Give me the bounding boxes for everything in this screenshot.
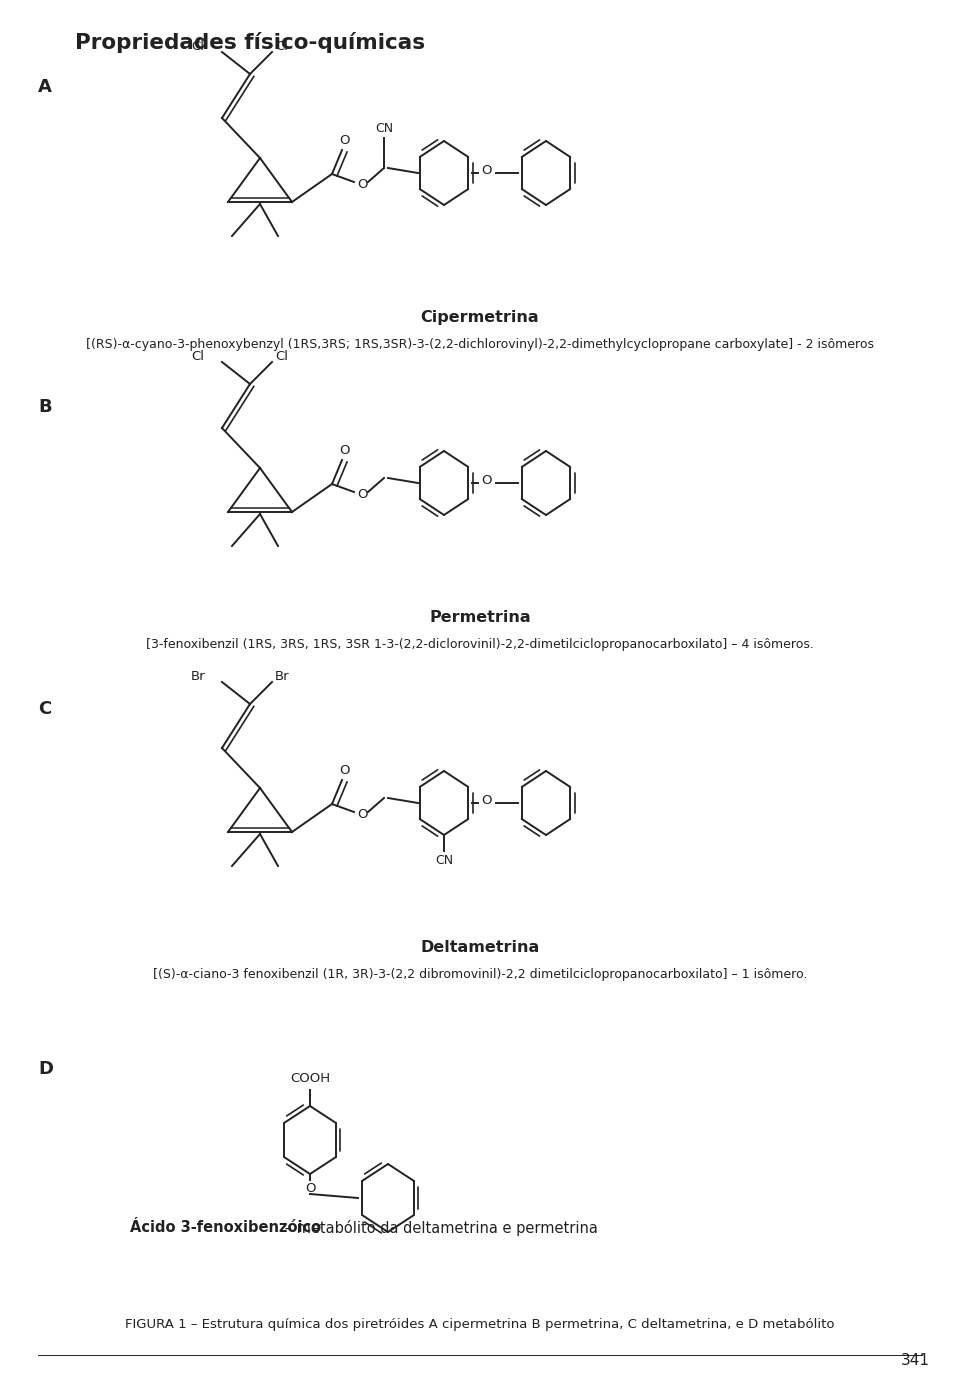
Text: A: A [38,78,52,96]
Text: B: B [38,398,52,416]
Text: Cl: Cl [191,39,204,53]
Text: D: D [38,1061,53,1079]
Text: Ácido 3-fenoxibenzóico: Ácido 3-fenoxibenzóico [130,1220,322,1234]
Text: COOH: COOH [290,1072,330,1084]
Text: O: O [339,763,349,777]
Text: Deltametrina: Deltametrina [420,940,540,955]
Text: [(RS)-α-cyano-3-phenoxybenzyl (1RS,3RS; 1RS,3SR)-3-(2,2-dichlorovinyl)-2,2-dimet: [(RS)-α-cyano-3-phenoxybenzyl (1RS,3RS; … [86,338,874,352]
Text: CN: CN [435,855,453,867]
Text: Cipermetrina: Cipermetrina [420,310,540,325]
Text: O: O [339,133,349,146]
Text: Br: Br [275,670,289,682]
Text: [(S)-α-ciano-3 fenoxibenzil (1R, 3R)-3-(2,2 dibromovinil)-2,2 dimetilciclopropan: [(S)-α-ciano-3 fenoxibenzil (1R, 3R)-3-(… [153,967,807,981]
Text: Propriedades físico-químicas: Propriedades físico-químicas [75,32,425,53]
Text: O: O [357,808,368,820]
Text: C: C [38,701,51,719]
Text: Cl: Cl [276,349,289,363]
Text: Br: Br [191,670,205,682]
Text: Cl: Cl [276,39,289,53]
Text: O: O [481,164,492,178]
Text: O: O [357,178,368,190]
Text: Permetrina: Permetrina [429,610,531,626]
Text: [3-fenoxibenzil (1RS, 3RS, 1RS, 3SR 1-3-(2,2-diclorovinil)-2,2-dimetilciclopropa: [3-fenoxibenzil (1RS, 3RS, 1RS, 3SR 1-3-… [146,638,814,651]
Text: O: O [304,1182,315,1194]
Text: 341: 341 [901,1352,930,1368]
Text: FIGURA 1 – Estrutura química dos piretróides A cipermetrina B permetrina, C delt: FIGURA 1 – Estrutura química dos piretró… [125,1318,835,1332]
Text: O: O [357,488,368,500]
Text: O: O [481,795,492,808]
Text: – metabólito da deltametrina e permetrina: – metabólito da deltametrina e permetrin… [279,1220,597,1236]
Text: O: O [339,443,349,456]
Text: CN: CN [375,121,393,135]
Text: O: O [481,474,492,488]
Text: Cl: Cl [191,349,204,363]
